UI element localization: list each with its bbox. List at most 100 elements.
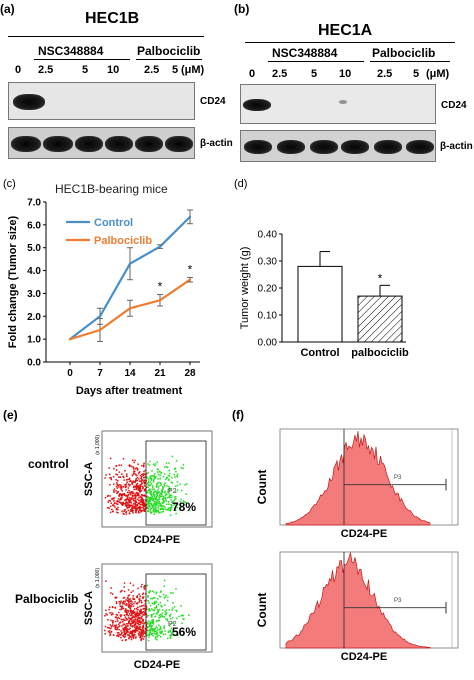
event-dot: [133, 598, 136, 600]
panel-b-row2-label: β-actin: [440, 141, 473, 152]
event-dot: [131, 611, 133, 613]
event-dot: [116, 483, 118, 486]
event-dot: [123, 582, 126, 584]
panel-b-title-line: [245, 42, 455, 44]
panel-b-lane-4: 2.5: [377, 68, 393, 80]
event-dot: [147, 626, 150, 628]
event-dot: [119, 605, 122, 608]
event-dot: [140, 621, 143, 624]
event-dot: [157, 492, 159, 494]
cd24-band: [13, 94, 45, 110]
panel-a-row2-label: β-actin: [200, 138, 233, 149]
event-dot: [157, 501, 160, 503]
event-dot: [104, 477, 106, 479]
event-dot: [142, 592, 145, 595]
x-tick-label: 0: [67, 368, 73, 379]
x-axis-label: CD24-PE: [134, 659, 180, 671]
event-dot: [120, 608, 123, 610]
event-dot: [132, 615, 135, 617]
event-dot: [136, 595, 139, 597]
event-dot: [121, 601, 124, 604]
event-dot: [115, 602, 118, 605]
event-dot: [168, 478, 170, 481]
event-dot: [158, 498, 161, 500]
event-dot: [140, 480, 142, 482]
event-dot: [160, 471, 162, 474]
event-dot: [180, 467, 183, 469]
event-dot: [170, 499, 172, 501]
event-dot: [140, 483, 143, 486]
event-dot: [138, 634, 140, 636]
event-dot: [117, 620, 119, 622]
event-dot: [139, 623, 141, 626]
event-dot: [147, 510, 149, 513]
event-dot: [128, 634, 131, 636]
event-dot: [117, 506, 119, 509]
event-dot: [128, 619, 131, 622]
event-dot: [124, 499, 126, 501]
event-dot: [148, 636, 150, 638]
event-dot: [111, 498, 113, 500]
event-dot: [163, 466, 166, 468]
event-dot: [140, 633, 143, 635]
event-dot: [126, 506, 128, 509]
actin-band: [244, 140, 272, 154]
event-dot: [176, 610, 178, 613]
event-dot: [176, 484, 179, 487]
event-dot: [153, 490, 156, 493]
event-dot: [108, 630, 111, 632]
event-dot: [161, 494, 163, 496]
event-dot: [142, 638, 145, 640]
event-dot: [154, 503, 156, 505]
event-dot: [121, 631, 123, 634]
event-dot: [129, 510, 132, 513]
event-dot: [136, 614, 139, 616]
event-dot: [142, 625, 144, 627]
event-dot: [188, 509, 191, 512]
actin-band: [75, 136, 103, 152]
event-dot: [123, 600, 125, 602]
event-dot: [156, 633, 158, 636]
event-dot: [115, 473, 117, 476]
panel-b-group1: NSC348884: [272, 46, 338, 60]
event-dot: [132, 505, 134, 507]
event-dot: [159, 477, 161, 480]
panel-b-lane-0: 0: [249, 68, 256, 80]
event-dot: [162, 510, 165, 513]
event-dot: [156, 636, 158, 638]
event-dot: [165, 493, 167, 495]
event-dot: [114, 624, 116, 627]
event-dot: [108, 627, 111, 629]
event-dot: [126, 613, 128, 616]
event-dot: [142, 611, 145, 613]
event-dot: [139, 611, 141, 613]
event-dot: [176, 489, 179, 491]
event-dot: [137, 622, 139, 625]
event-dot: [151, 627, 153, 630]
event-dot: [160, 631, 162, 633]
event-dot: [125, 632, 128, 635]
event-dot: [139, 491, 141, 493]
event-dot: [159, 512, 161, 514]
event-dot: [155, 500, 158, 502]
event-dot: [167, 500, 170, 503]
event-dot: [164, 494, 167, 497]
event-dot: [122, 503, 124, 506]
event-dot: [128, 610, 130, 612]
event-dot: [116, 487, 119, 489]
event-dot: [132, 637, 135, 639]
event-dot: [116, 501, 118, 503]
event-dot: [133, 486, 135, 489]
event-dot: [142, 474, 145, 477]
event-dot: [156, 483, 158, 485]
event-dot: [138, 493, 140, 495]
event-dot: [134, 611, 136, 614]
event-dot: [109, 633, 112, 636]
panel-a-unit: (μM): [181, 64, 205, 76]
event-dot: [109, 612, 111, 614]
event-dot: [131, 617, 133, 620]
event-dot: [157, 482, 159, 484]
event-dot: [171, 501, 173, 503]
event-dot: [135, 480, 137, 482]
event-dot: [141, 631, 143, 634]
